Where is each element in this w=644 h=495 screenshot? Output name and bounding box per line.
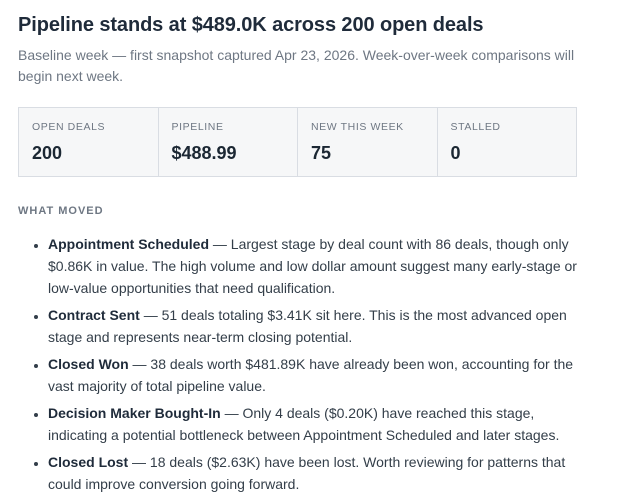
pipeline-report: Pipeline stands at $489.0K across 200 op… [0, 0, 595, 495]
stage-name: Contract Sent [48, 307, 140, 323]
stat-label: STALLED [450, 121, 501, 133]
stat-stalled: STALLED 0 [436, 108, 577, 176]
separator: — [224, 405, 239, 421]
page-title: Pipeline stands at $489.0K across 200 op… [18, 14, 484, 36]
stat-new-this-week: NEW THIS WEEK 75 [297, 108, 437, 176]
what-moved-heading: WHAT MOVED [18, 205, 104, 217]
stat-value: 75 [311, 143, 332, 163]
list-item-decision-maker-bought-in: Decision Maker Bought-In — Only 4 deals … [48, 402, 577, 446]
list-item-appointment-scheduled: Appointment Scheduled — Largest stage by… [48, 233, 577, 299]
stage-name: Closed Won [48, 356, 129, 372]
stat-value: 200 [32, 143, 63, 163]
stat-open-deals: OPEN DEALS 200 [19, 108, 158, 176]
stat-label: PIPELINE [171, 121, 224, 133]
separator: — [212, 236, 227, 252]
list-item-closed-lost: Closed Lost — 18 deals ($2.63K) have bee… [48, 451, 577, 495]
item-text: 18 deals ($2.63K) have been lost. Worth … [48, 454, 566, 492]
stage-name: Appointment Scheduled [48, 236, 209, 252]
what-moved-list: Appointment Scheduled — Largest stage by… [18, 233, 577, 495]
list-item-contract-sent: Contract Sent — 51 deals totaling $3.41K… [48, 304, 577, 348]
separator: — [132, 454, 147, 470]
stats-bar: OPEN DEALS 200 PIPELINE $488.99 NEW THIS… [18, 107, 577, 177]
item-text: 38 deals worth $481.89K have already bee… [48, 356, 574, 394]
item-text: Only 4 deals ($0.20K) have reached this … [48, 405, 560, 443]
stage-name: Decision Maker Bought-In [48, 405, 221, 421]
stat-pipeline: PIPELINE $488.99 [157, 108, 298, 176]
separator: — [132, 356, 147, 372]
item-text: Largest stage by deal count with 86 deal… [48, 236, 577, 296]
stat-value: $488.99 [171, 143, 237, 163]
stat-label: NEW THIS WEEK [311, 121, 404, 133]
stat-label: OPEN DEALS [32, 121, 106, 133]
separator: — [143, 307, 158, 323]
stat-value: 0 [450, 143, 461, 163]
page-subtitle: Baseline week — first snapshot captured … [18, 47, 575, 84]
item-text: 51 deals totaling $3.41K sit here. This … [48, 307, 567, 345]
list-item-closed-won: Closed Won — 38 deals worth $481.89K hav… [48, 353, 577, 397]
stage-name: Closed Lost [48, 454, 129, 470]
